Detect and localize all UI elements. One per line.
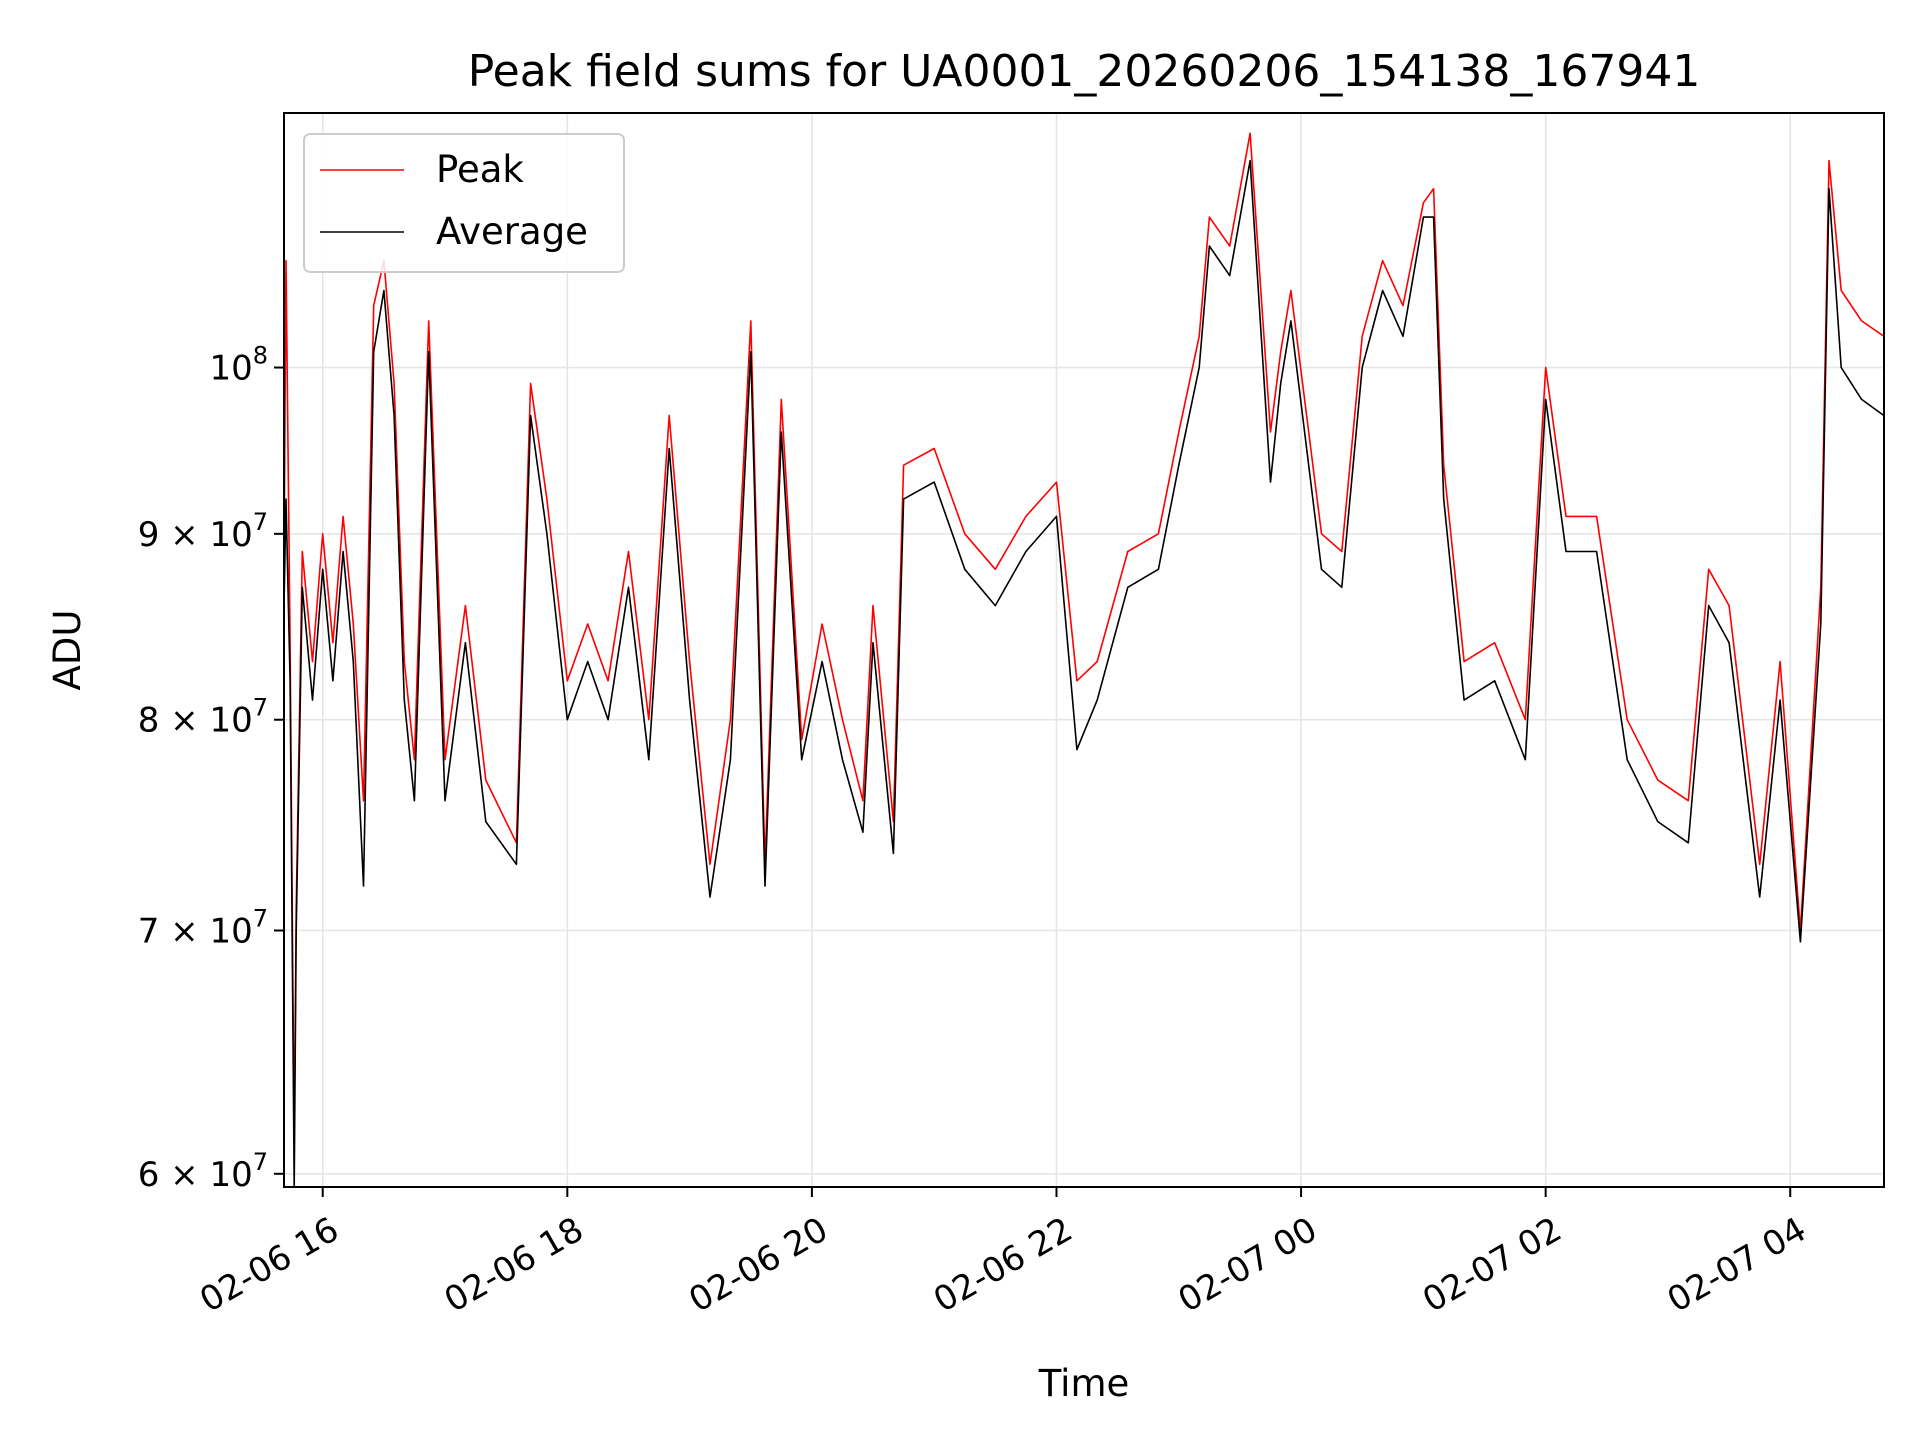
y-axis-label: ADU (46, 610, 89, 691)
grid (284, 113, 1884, 1187)
series-line-average (284, 159, 1884, 1187)
y-tick-label: 8 × 107 (138, 694, 268, 741)
legend-label-average: Average (436, 210, 588, 253)
chart-title: Peak field sums for UA0001_20260206_1541… (468, 46, 1701, 97)
y-tick-label: 108 (209, 342, 268, 389)
y-tick-label: 9 × 107 (138, 508, 268, 555)
y-tick-label: 6 × 107 (138, 1148, 268, 1195)
y-axis-ticks: 6 × 107 7 × 107 8 × 107 9 × 107 108 (138, 342, 284, 1195)
legend-label-peak: Peak (436, 148, 524, 191)
legend: Peak Average (303, 133, 625, 273)
plot-frame (283, 112, 1885, 1188)
legend-box (303, 133, 625, 273)
y-tick-label: 7 × 107 (138, 904, 268, 951)
series-line-peak (284, 132, 1884, 1149)
x-axis-label: Time (1038, 1362, 1130, 1405)
series-lines (284, 132, 1884, 1187)
